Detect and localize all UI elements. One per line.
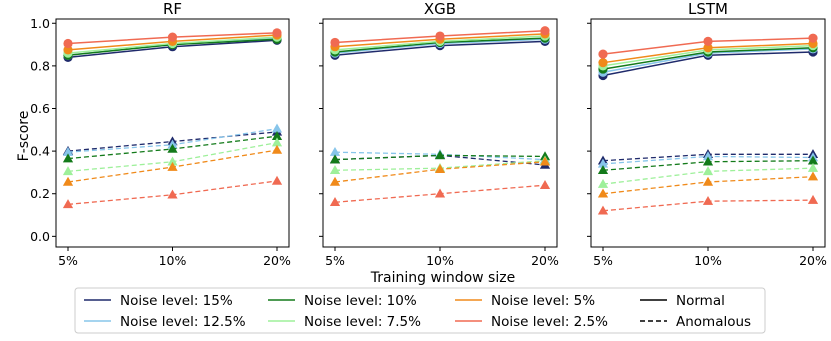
y-tick-label: 0.2 bbox=[30, 186, 50, 201]
legend-label: Noise level: 12.5% bbox=[120, 314, 246, 330]
anomalous-point bbox=[539, 156, 551, 166]
y-tick-label: 0.4 bbox=[30, 144, 50, 159]
anomalous-point bbox=[807, 162, 819, 172]
anomalous-point bbox=[807, 171, 819, 181]
normal-point bbox=[808, 33, 818, 43]
legend-label: Noise level: 5% bbox=[491, 293, 595, 309]
normal-point bbox=[63, 45, 73, 55]
anomalous-point bbox=[702, 166, 714, 176]
chart-title: LSTM bbox=[688, 0, 728, 18]
normal-point bbox=[703, 36, 713, 46]
x-tick-label: 5% bbox=[593, 253, 613, 268]
normal-point bbox=[540, 26, 550, 36]
anomalous-point bbox=[702, 176, 714, 186]
anomalous-point bbox=[167, 161, 178, 171]
normal-point bbox=[63, 38, 73, 49]
anomalous-point bbox=[329, 154, 341, 164]
y-tick-label: 0.6 bbox=[30, 101, 50, 116]
anomalous-point bbox=[329, 197, 341, 207]
x-tick-label: 20% bbox=[263, 253, 291, 268]
anomalous-point bbox=[702, 156, 714, 166]
anomalous-point bbox=[434, 188, 446, 198]
x-tick-label: 10% bbox=[159, 253, 187, 268]
x-tick-label: 20% bbox=[799, 253, 827, 268]
anomalous-point bbox=[807, 194, 819, 204]
anomalous-point bbox=[62, 166, 74, 176]
anomalous-point bbox=[597, 178, 609, 188]
anomalous-point bbox=[539, 180, 551, 189]
legend-label: Noise level: 10% bbox=[304, 293, 417, 309]
anomalous-point bbox=[271, 144, 283, 154]
y-axis-label: F-score bbox=[16, 111, 32, 162]
y-tick-label: 0.0 bbox=[30, 229, 50, 244]
anomalous-point bbox=[62, 199, 74, 209]
normal-point bbox=[167, 32, 178, 42]
anomalous-point bbox=[597, 165, 609, 175]
normal-point bbox=[598, 58, 608, 68]
y-tick-label: 1.0 bbox=[30, 16, 50, 31]
x-tick-label: 10% bbox=[426, 253, 454, 268]
anomalous-point bbox=[167, 143, 178, 153]
x-tick-label: 10% bbox=[694, 253, 722, 268]
legend-label: Noise level: 2.5% bbox=[491, 314, 608, 330]
normal-point bbox=[703, 43, 713, 53]
legend: Noise level: 15% Noise level: 12.5% Noise … bbox=[74, 287, 766, 334]
normal-point bbox=[435, 31, 445, 41]
legend-frame bbox=[74, 287, 766, 334]
legend-label: Anomalous bbox=[676, 314, 751, 330]
x-tick-label: 5% bbox=[325, 253, 345, 268]
x-tick-label: 20% bbox=[531, 253, 559, 268]
anomalous-point bbox=[434, 164, 446, 173]
normal-point bbox=[330, 37, 340, 48]
anomalous-point bbox=[62, 153, 74, 163]
y-tick-label: 0.8 bbox=[30, 58, 50, 73]
anomalous-point bbox=[271, 123, 283, 133]
x-tick-label: 5% bbox=[58, 253, 78, 268]
anomalous-point bbox=[329, 165, 341, 175]
anomalous-point bbox=[329, 176, 341, 186]
anomalous-point bbox=[167, 189, 178, 199]
normal-point bbox=[598, 49, 608, 59]
anomalous-point bbox=[434, 150, 446, 160]
chart-title: RF bbox=[163, 0, 182, 18]
anomalous-point bbox=[62, 176, 74, 186]
chart-title: XGB bbox=[424, 0, 456, 18]
legend-label: Noise level: 15% bbox=[120, 293, 233, 309]
anomalous-point bbox=[702, 195, 714, 205]
legend-label: Noise level: 7.5% bbox=[304, 314, 421, 330]
anomalous-point bbox=[597, 188, 609, 198]
x-axis-label: Training window size bbox=[370, 270, 515, 286]
chart-panel-xgb: XGB 5% 10% 20% bbox=[319, 0, 559, 268]
anomalous-point bbox=[597, 205, 609, 215]
anomalous-point bbox=[271, 175, 283, 185]
normal-point bbox=[272, 28, 282, 38]
legend-label: Normal bbox=[676, 293, 725, 309]
chart-panel-rf: RF 0.0 0.2 0.4 0.6 0.8 1.0 5% 10% 20% bbox=[30, 0, 291, 268]
chart-panel-lstm: LSTM 5% 10% 20% bbox=[587, 0, 827, 268]
